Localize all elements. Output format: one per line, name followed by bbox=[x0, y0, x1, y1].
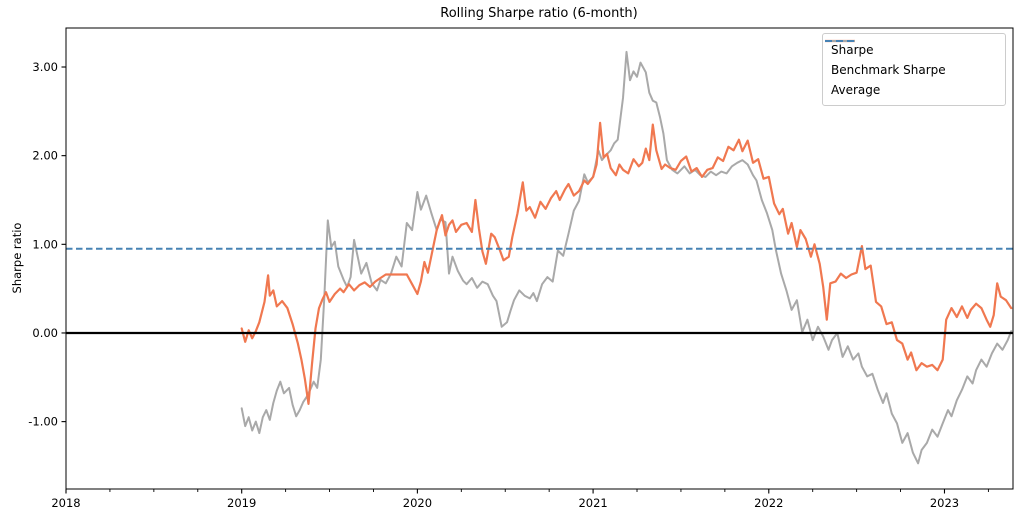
chart-title: Rolling Sharpe ratio (6-month) bbox=[440, 6, 638, 21]
x-tick-label: 2023 bbox=[930, 496, 959, 510]
y-axis-label: Sharpe ratio bbox=[10, 222, 24, 294]
average-dashed-line-icon bbox=[825, 40, 855, 42]
legend-label-benchmark: Benchmark Sharpe bbox=[831, 63, 946, 77]
benchmark-sharpe-line bbox=[240, 50, 1013, 465]
x-tick-label: 2022 bbox=[754, 496, 783, 510]
x-tick-label: 2019 bbox=[227, 496, 256, 510]
legend-label-sharpe: Sharpe bbox=[831, 43, 874, 57]
sharpe-line bbox=[240, 121, 1013, 405]
x-tick-label: 2021 bbox=[578, 496, 607, 510]
x-tick-label: 2018 bbox=[51, 496, 80, 510]
y-tick-label: 1.00 bbox=[32, 237, 58, 251]
y-tick-label: 0.00 bbox=[32, 326, 58, 340]
legend-label-average: Average bbox=[831, 83, 881, 97]
plot-spines bbox=[65, 27, 1014, 490]
y-tick-label: -1.00 bbox=[28, 415, 58, 429]
y-tick-label: 2.00 bbox=[32, 149, 58, 163]
legend-item-average: Average bbox=[825, 40, 997, 100]
legend-item-benchmark-sharpe: Benchmark Sharpe bbox=[825, 40, 997, 80]
y-tick-label: 3.00 bbox=[32, 60, 58, 74]
legend: Sharpe Benchmark Sharpe Average bbox=[822, 33, 1006, 106]
x-tick-label: 2020 bbox=[403, 496, 432, 510]
